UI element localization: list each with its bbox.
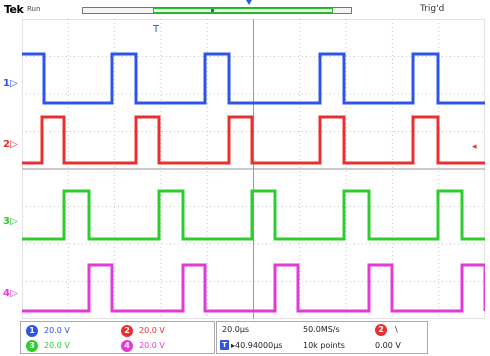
trigger-source-badge[interactable]: 2	[375, 324, 387, 336]
delay-icon: T	[220, 340, 229, 350]
channel-4-trace	[22, 263, 485, 313]
brand-logo: Tek	[4, 3, 24, 16]
channel-2-readout[interactable]: 2 20.0 V	[121, 324, 165, 337]
channel-4-readout[interactable]: 4 20.0 V	[121, 339, 165, 352]
acquisition-state: Run	[27, 5, 41, 13]
channel-3-readout[interactable]: 3 20.0 V	[26, 339, 70, 352]
channel-3-ground-indicator[interactable]: 3▷	[3, 216, 18, 227]
channel-4-scale: 20.0 V	[139, 341, 165, 350]
sample-rate: 50.0MS/s	[303, 325, 340, 334]
channel-2-scale: 20.0 V	[139, 326, 165, 335]
trigger-time-marker: T	[152, 24, 160, 35]
record-view-bar[interactable]	[82, 7, 352, 14]
trigger-slope-icon: \	[395, 325, 398, 334]
trigger-level-readout[interactable]: 0.00 V	[375, 341, 401, 350]
channel-2-trace	[22, 115, 485, 165]
record-view-window[interactable]	[153, 8, 333, 13]
channel-1-scale: 20.0 V	[44, 326, 70, 335]
waveform-traces	[22, 52, 485, 313]
timebase-readouts: 20.0µs 50.0MS/s 2 \ T ▸40.94000µs 10k po…	[216, 321, 428, 354]
trigger-status: Trig'd	[420, 4, 445, 14]
channel-3-badge: 3	[26, 339, 38, 352]
channel-2-badge: 2	[121, 324, 133, 337]
channel-1-readout[interactable]: 1 20.0 V	[26, 324, 70, 337]
status-bar: Tek Run Trig'd	[0, 0, 490, 19]
channel-3-trace	[22, 189, 485, 241]
channel-readouts: 1 20.0 V 2 20.0 V 3 20.0 V 4 20.0 V	[20, 321, 215, 354]
channel-3-scale: 20.0 V	[44, 341, 70, 350]
readout-panel: 1 20.0 V 2 20.0 V 3 20.0 V 4 20.0 V 20.0µs 5…	[0, 319, 490, 356]
trigger-point-arrow	[246, 0, 252, 5]
time-per-division[interactable]: 20.0µs	[222, 325, 250, 334]
record-length: 10k points	[303, 341, 345, 350]
channel-1-badge: 1	[26, 324, 38, 337]
trigger-level-indicator[interactable]: ◂	[472, 142, 477, 152]
horizontal-delay[interactable]: ▸40.94000µs	[231, 341, 283, 350]
graticule-grid	[22, 19, 485, 319]
waveform-display: T	[22, 19, 485, 319]
channel-2-ground-indicator[interactable]: 2▷	[3, 139, 18, 150]
channel-1-ground-indicator[interactable]: 1▷	[3, 78, 18, 89]
channel-4-ground-indicator[interactable]: 4▷	[3, 288, 18, 299]
trigger-position-marker	[211, 9, 214, 12]
channel-1-trace	[22, 52, 485, 105]
channel-4-badge: 4	[121, 339, 133, 352]
